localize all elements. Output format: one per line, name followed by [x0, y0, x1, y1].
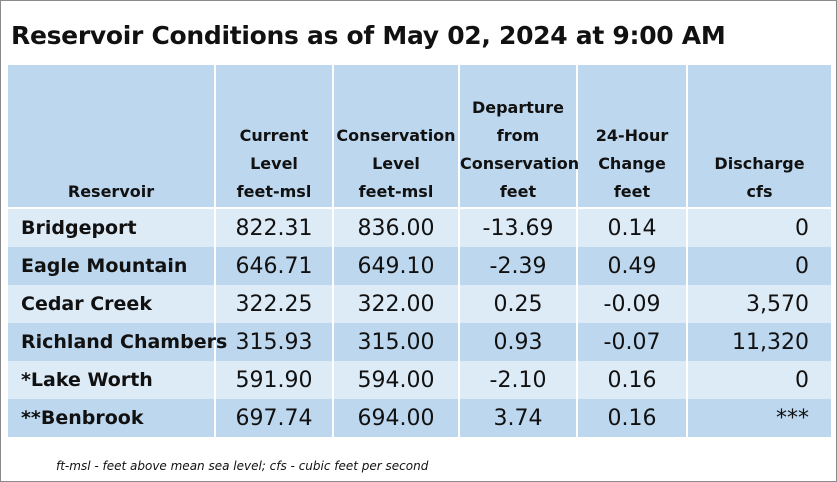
current-level: 591.90 [214, 361, 333, 399]
change-value: -0.09 [576, 285, 687, 323]
header-reservoir: Reservoir [8, 65, 215, 209]
change-value: 0.49 [576, 247, 687, 285]
conservation-level: 694.00 [332, 399, 459, 437]
discharge-value: *** [686, 399, 831, 437]
departure-value: -13.69 [458, 208, 577, 247]
departure-value: -2.10 [458, 361, 577, 399]
conservation-level: 649.10 [332, 247, 459, 285]
footnote: ft-msl - feet above mean sea level; cfs … [56, 459, 429, 473]
table-row: *Lake Worth 591.90 594.00 -2.10 0.16 0 [8, 361, 831, 399]
current-level: 822.31 [214, 208, 333, 247]
reservoir-name: Eagle Mountain [8, 247, 215, 285]
header-row: Reservoir Current Level feet-msl Conserv… [8, 65, 831, 209]
table-row: Richland Chambers 315.93 315.00 0.93 -0.… [8, 323, 831, 361]
current-level: 322.25 [214, 285, 333, 323]
header-24-hour-change: 24-Hour Change feet [576, 65, 687, 209]
change-value: 0.16 [576, 399, 687, 437]
conservation-level: 315.00 [332, 323, 459, 361]
reservoir-name: Bridgeport [8, 208, 215, 247]
conservation-level: 836.00 [332, 208, 459, 247]
table-row: Bridgeport 822.31 836.00 -13.69 0.14 0 [8, 208, 831, 247]
reservoir-name: *Lake Worth [8, 361, 215, 399]
change-value: 0.16 [576, 361, 687, 399]
discharge-value: 11,320 [686, 323, 831, 361]
table-row: **Benbrook 697.74 694.00 3.74 0.16 *** [8, 399, 831, 437]
reservoir-table: Reservoir Current Level feet-msl Conserv… [8, 65, 831, 437]
change-value: -0.07 [576, 323, 687, 361]
header-departure: Departure from Conservation feet [458, 65, 579, 209]
table-row: Eagle Mountain 646.71 649.10 -2.39 0.49 … [8, 247, 831, 285]
departure-value: -2.39 [458, 247, 577, 285]
header-discharge: Discharge cfs [686, 65, 831, 209]
conservation-level: 594.00 [332, 361, 459, 399]
discharge-value: 0 [686, 208, 831, 247]
discharge-value: 0 [686, 361, 831, 399]
departure-value: 0.25 [458, 285, 577, 323]
page-title: Reservoir Conditions as of May 02, 2024 … [11, 21, 726, 50]
reservoir-name: Richland Chambers [8, 323, 227, 361]
table-row: Cedar Creek 322.25 322.00 0.25 -0.09 3,5… [8, 285, 831, 323]
reservoir-name: Cedar Creek [8, 285, 215, 323]
discharge-value: 3,570 [686, 285, 831, 323]
header-current-level: Current Level feet-msl [214, 65, 333, 209]
reservoir-name: **Benbrook [8, 399, 215, 437]
header-conservation-level: Conservation Level feet-msl [332, 65, 459, 209]
current-level: 697.74 [214, 399, 333, 437]
departure-value: 3.74 [458, 399, 577, 437]
current-level: 315.93 [214, 323, 333, 361]
discharge-value: 0 [686, 247, 831, 285]
change-value: 0.14 [576, 208, 687, 247]
current-level: 646.71 [214, 247, 333, 285]
conservation-level: 322.00 [332, 285, 459, 323]
departure-value: 0.93 [458, 323, 577, 361]
